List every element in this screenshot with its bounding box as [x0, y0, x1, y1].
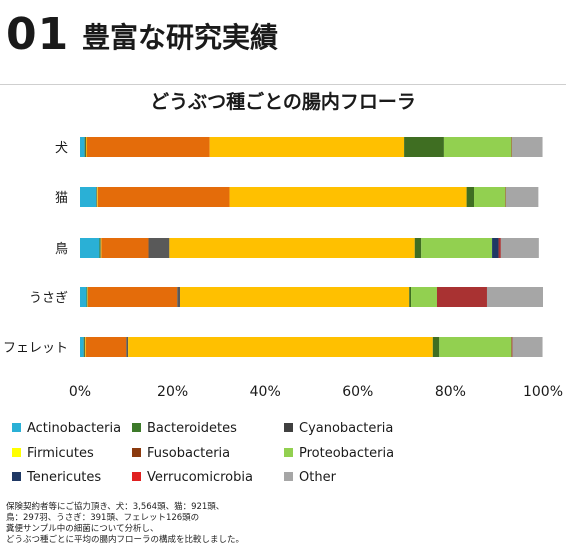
legend-label: Fusobacteria [147, 446, 231, 461]
legend-swatch [284, 423, 293, 432]
bar-segment [80, 337, 84, 357]
legend-label: Cyanobacteria [299, 421, 394, 436]
bar-segment [421, 238, 493, 258]
legend-label: Tenericutes [27, 470, 102, 485]
bar-segment [512, 337, 543, 357]
footnote-line: どうぶつ種ごとに平均の腸内フローラの構成を比較しました。 [6, 535, 245, 545]
bar-segment [148, 238, 170, 258]
bar-segment [432, 337, 440, 357]
bar-segment [492, 238, 499, 258]
legend-label: Other [299, 470, 336, 485]
legend-item: Other [284, 470, 336, 486]
bar-segment [500, 238, 539, 258]
bar-segment [411, 287, 437, 307]
category-label: 鳥 [55, 242, 68, 257]
bar-segment [80, 238, 100, 258]
legend-swatch [132, 448, 141, 457]
header-divider [0, 84, 566, 85]
legend-swatch [284, 472, 293, 481]
legend-label: Bacteroidetes [147, 421, 237, 436]
bar-segment [87, 287, 178, 307]
legend-item: Actinobacteria [12, 421, 121, 437]
section-title: 豊富な研究実績 [82, 21, 279, 54]
x-tick-label: 20% [157, 384, 188, 400]
bar-segment [466, 187, 475, 207]
bar-segment [84, 137, 86, 157]
section-number: 01 [6, 9, 70, 60]
bar-segment [86, 137, 210, 157]
bar-segment [101, 238, 149, 258]
bar-segment [169, 238, 415, 258]
bar-segment [511, 337, 513, 357]
bar-segment [436, 287, 487, 307]
bar-segment [126, 337, 129, 357]
bar-segment [443, 137, 512, 157]
x-tick-label: 100% [523, 384, 563, 400]
bar-segment [511, 137, 543, 157]
bar-segment [474, 187, 506, 207]
footnote-line: 鳥：297羽、うさぎ：391頭、フェレット126頭の [6, 513, 200, 523]
footnote: 保険契約者等にご協力頂き、犬：3,564頭、猫：921頭、 鳥：297羽、うさぎ… [6, 502, 306, 546]
legend-item: Firmicutes [12, 446, 94, 462]
bar-segment [80, 187, 97, 207]
bar-segment [180, 287, 410, 307]
footnote-line: 糞便サンプル中の細菌について分析し、 [6, 524, 159, 534]
category-label: フェレット [3, 341, 68, 356]
category-label: うさぎ [29, 291, 68, 306]
bar-segment [99, 238, 101, 258]
bar-segment [505, 187, 539, 207]
legend-swatch [12, 448, 21, 457]
legend-label: Actinobacteria [27, 421, 122, 436]
legend-swatch [284, 448, 293, 457]
bar-segment [498, 238, 501, 258]
legend-item: Bacteroidetes [132, 421, 237, 437]
bar-segment [177, 287, 181, 307]
bar-segment [486, 287, 543, 307]
legend-swatch [12, 472, 21, 481]
bar-segment [80, 287, 87, 307]
legend-label: Firmicutes [27, 446, 94, 461]
x-tick-label: 80% [435, 384, 466, 400]
legend-label: Verrucomicrobia [147, 470, 253, 485]
bar-segment [414, 238, 422, 258]
legend-swatch [132, 472, 141, 481]
x-tick-label: 40% [250, 384, 281, 400]
bar-segment [128, 337, 433, 357]
bar-segment [85, 337, 127, 357]
bar-segment [439, 337, 512, 357]
bar-segment [80, 137, 85, 157]
category-label: 犬 [55, 141, 68, 156]
legend-item: Tenericutes [12, 470, 101, 486]
bar-segment [404, 137, 444, 157]
bar-segment [97, 187, 230, 207]
legend-item: Cyanobacteria [284, 421, 393, 437]
bar-segment [83, 337, 85, 357]
footnote-line: 保険契約者等にご協力頂き、犬：3,564頭、猫：921頭、 [6, 502, 225, 512]
bar-segment [229, 187, 467, 207]
chart-title: どうぶつ種ごとの腸内フローラ [150, 91, 416, 113]
legend-label: Proteobacteria [299, 446, 395, 461]
category-label: 猫 [55, 191, 68, 206]
legend-swatch [12, 423, 21, 432]
bar-segment [209, 137, 405, 157]
legend-item: Proteobacteria [284, 446, 394, 462]
legend-swatch [132, 423, 141, 432]
x-tick-label: 60% [342, 384, 373, 400]
legend-item: Verrucomicrobia [132, 470, 253, 486]
bar-segment [409, 287, 412, 307]
x-tick-label: 0% [69, 384, 91, 400]
legend-item: Fusobacteria [132, 446, 230, 462]
